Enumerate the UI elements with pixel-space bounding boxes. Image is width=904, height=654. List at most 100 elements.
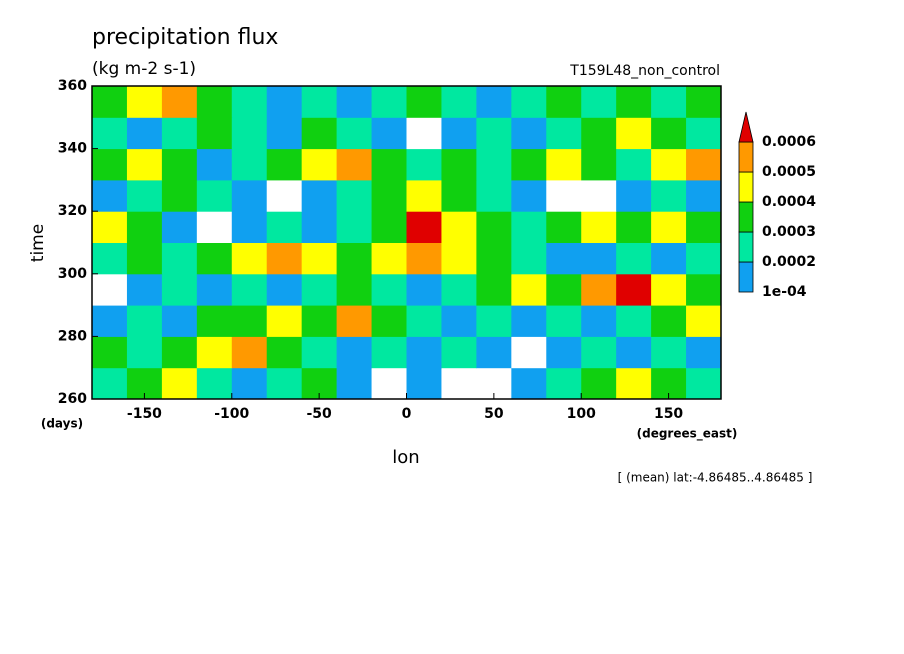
contour-cell <box>126 242 163 275</box>
contour-cell <box>651 211 687 243</box>
contour-cell <box>581 211 617 243</box>
contour-cell <box>686 273 722 306</box>
contour-cell <box>651 273 687 306</box>
contour-cell <box>336 148 373 181</box>
contour-cell <box>371 273 407 306</box>
contour-cell <box>266 117 303 150</box>
contour-cell <box>616 305 652 337</box>
contour-cell <box>476 179 512 212</box>
contour-cell <box>476 117 512 150</box>
y-axis-units: (days) <box>41 417 83 431</box>
contour-cell <box>231 273 268 306</box>
contour-cell <box>301 242 338 275</box>
contour-cell <box>161 242 198 275</box>
contour-cell <box>301 305 338 337</box>
chart-subtitle: (kg m-2 s-1) <box>92 59 196 79</box>
contour-cell <box>581 148 617 181</box>
contour-cell <box>686 179 722 212</box>
x-tick-label: 0 <box>402 406 412 422</box>
contour-cell <box>266 273 303 306</box>
contour-cell <box>336 367 373 400</box>
chart-title: precipitation flux <box>92 25 278 50</box>
contour-cell <box>441 305 477 337</box>
contour-cell <box>406 86 442 118</box>
contour-cell <box>371 148 407 181</box>
x-tick-label: -100 <box>214 406 249 422</box>
contour-cell <box>511 179 547 212</box>
y-tick-label: 260 <box>58 391 87 407</box>
contour-cell <box>406 148 442 181</box>
contour-cell <box>546 305 582 337</box>
contour-cell <box>371 179 407 212</box>
x-tick-label: 50 <box>484 406 504 422</box>
contour-cell <box>511 305 547 337</box>
contour-cell <box>546 117 582 150</box>
contour-cell <box>161 148 198 181</box>
contour-cell <box>266 367 303 400</box>
contour-cell <box>616 336 652 369</box>
contour-cell <box>231 367 268 400</box>
contour-cell <box>476 211 512 243</box>
contour-cell <box>336 86 373 118</box>
contour-cell <box>651 242 687 275</box>
y-tick-label: 300 <box>58 266 87 282</box>
contour-cell <box>92 117 128 150</box>
colorbar-label: 0.0005 <box>762 164 816 180</box>
contour-cell <box>92 179 128 212</box>
contour-cell <box>196 305 233 337</box>
contour-cell <box>441 273 477 306</box>
contour-cell <box>336 242 373 275</box>
colorbar-segment <box>738 141 754 173</box>
contour-cell <box>441 148 477 181</box>
y-axis-title: time <box>28 224 48 262</box>
contour-cell <box>231 305 268 337</box>
contour-cell <box>92 148 128 181</box>
contour-cell <box>301 148 338 181</box>
contour-cell <box>231 179 268 212</box>
contour-cell <box>196 273 233 306</box>
y-tick-label: 360 <box>58 78 87 94</box>
contour-cell <box>511 367 547 400</box>
contour-cell <box>371 305 407 337</box>
contour-cell <box>581 305 617 337</box>
contour-cell <box>371 336 407 369</box>
contour-cell <box>196 86 233 118</box>
contour-cell <box>616 86 652 118</box>
contour-cell <box>511 117 547 150</box>
contour-cell <box>441 367 477 400</box>
contour-cell <box>441 242 477 275</box>
colorbar-segment <box>738 171 754 203</box>
contour-cell <box>231 148 268 181</box>
colorbar-segment <box>738 261 754 293</box>
contour-cell <box>92 273 128 306</box>
x-axis-title: lon <box>392 447 419 468</box>
contour-cell <box>476 305 512 337</box>
contour-cell <box>266 211 303 243</box>
contour-cell <box>301 336 338 369</box>
contour-cell <box>406 367 442 400</box>
contour-cell <box>231 242 268 275</box>
x-tick-label: -50 <box>306 406 332 422</box>
contour-cell <box>651 148 687 181</box>
contour-cell <box>371 117 407 150</box>
contour-cell <box>161 211 198 243</box>
contour-cell <box>616 242 652 275</box>
y-tick-label: 280 <box>58 328 87 344</box>
contour-cell <box>476 273 512 306</box>
contour-cell <box>231 86 268 118</box>
contour-cell <box>476 242 512 275</box>
contour-cell <box>651 179 687 212</box>
contour-cell <box>92 86 128 118</box>
contour-cell <box>546 242 582 275</box>
contour-cell <box>336 273 373 306</box>
contour-cell <box>686 367 722 400</box>
contour-cell <box>301 117 338 150</box>
contour-cell <box>92 367 128 400</box>
contour-cell <box>126 117 163 150</box>
contour-cell <box>92 336 128 369</box>
contour-cell <box>161 305 198 337</box>
contour-cell <box>546 86 582 118</box>
contour-cell <box>441 336 477 369</box>
contour-cell <box>511 273 547 306</box>
